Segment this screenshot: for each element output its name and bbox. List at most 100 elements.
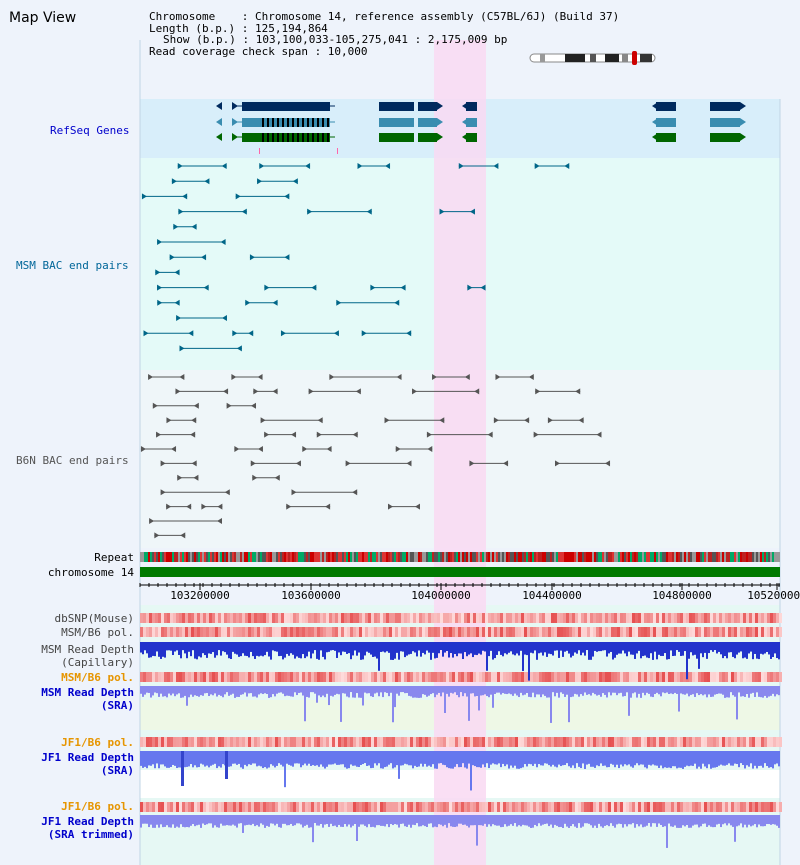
gene-feature[interactable] (379, 102, 414, 111)
jf1-depth-trim-bar (484, 815, 486, 824)
gene-feature[interactable] (656, 133, 676, 142)
jf1-depth-trim-bar (632, 815, 634, 824)
b6n-bac-end-pairs-label[interactable]: B6N BAC end pairs (16, 454, 129, 467)
gene-feature[interactable] (418, 102, 437, 111)
msm-depth-sra-bar (360, 686, 362, 698)
msm-b6-pol-heat (473, 627, 476, 637)
msm-b6-pol-heat (509, 627, 512, 637)
msm-depth-sra-bar (330, 686, 332, 696)
repeat-element (440, 552, 442, 562)
jf1-b6-pol-heat (338, 737, 341, 747)
gene-feature[interactable] (466, 102, 477, 111)
jf1-b6-pol-heat-2 (173, 802, 176, 812)
jf1-depth-sra-bar (582, 751, 584, 764)
gene-feature[interactable] (466, 118, 477, 127)
msm-bac-end-pairs-label[interactable]: MSM BAC end pairs (16, 259, 129, 272)
jf1-depth-sra-bar (352, 751, 354, 766)
jf1-depth-trim-bar (688, 815, 690, 828)
msm-depth-capillary-bar (562, 642, 564, 657)
gene-feature[interactable] (656, 118, 676, 127)
msm-depth-capillary-bar (574, 642, 576, 653)
msm-b6-pol-heat-2 (326, 672, 329, 682)
jf1-depth-trim-bar (772, 815, 774, 825)
jf1-b6-pol-heat (239, 737, 242, 747)
msm-b6-pol-heat (206, 627, 209, 637)
msm-depth-capillary-bar (564, 642, 566, 652)
msm-b6-pol-heat (593, 627, 596, 637)
msm-b6-pol-heat (626, 627, 629, 637)
repeat-element (696, 552, 698, 562)
dbsnp-label[interactable]: dbSNP(Mouse) (54, 612, 134, 625)
gene-feature[interactable] (656, 102, 676, 111)
msm-depth-sra-bar (332, 686, 334, 697)
jf1-b6-pol-heat-2 (749, 802, 752, 812)
msm-b6-pol-label-1[interactable]: MSM/B6 pol. (61, 626, 134, 639)
jf1-b6-pol-heat (380, 737, 383, 747)
jf1-b6-pol-heat (704, 737, 707, 747)
jf1-depth-sra-bar (388, 751, 390, 765)
jf1-b6-pol-heat (632, 737, 635, 747)
gene-feature[interactable] (379, 133, 414, 142)
dbsnp-heat (308, 613, 311, 623)
msm-depth-sra-bar (736, 686, 738, 720)
ideogram-position-marker[interactable] (632, 51, 637, 65)
gene-feature[interactable] (466, 133, 477, 142)
gene-feature[interactable] (710, 118, 740, 127)
jf1-read-depth-trimmed-label[interactable]: JF1 Read Depth (SRA trimmed) (41, 815, 134, 841)
repeat-element (244, 552, 246, 562)
msm-depth-capillary-bar (500, 642, 502, 655)
gene-feature[interactable] (379, 118, 414, 127)
msm-depth-capillary-bar (650, 642, 652, 654)
jf1-depth-sra-bar (372, 751, 374, 768)
msm-depth-capillary-bar (764, 642, 766, 654)
jf1-b6-pol-heat (530, 737, 533, 747)
jf1-b6-pol-label-1[interactable]: JF1/B6 pol. (61, 736, 134, 749)
msm-depth-capillary-bar (310, 642, 312, 659)
chromosome-bar[interactable] (140, 567, 780, 577)
jf1-depth-sra-bar (338, 751, 340, 765)
msm-b6-pol-heat (617, 627, 620, 637)
jf1-b6-pol-label-2[interactable]: JF1/B6 pol. (61, 800, 134, 813)
msm-b6-pol-heat (521, 627, 524, 637)
msm-b6-pol-heat-2 (536, 672, 539, 682)
jf1-depth-sra-bar (264, 751, 266, 768)
repeat-element (714, 552, 716, 562)
repeat-element (588, 552, 590, 562)
repeat-element (376, 552, 378, 562)
gene-strand-arrow (437, 133, 443, 141)
repeat-element (430, 552, 432, 562)
jf1-read-depth-sra-label[interactable]: JF1 Read Depth (SRA) (41, 751, 134, 777)
dbsnp-heat (362, 613, 365, 623)
refseq-genes-label[interactable]: RefSeq Genes (50, 124, 130, 137)
dbsnp-heat (551, 613, 554, 623)
gene-feature[interactable] (418, 133, 437, 142)
repeat-element (450, 552, 452, 562)
msm-depth-capillary-bar (502, 642, 504, 657)
msm-depth-sra-bar (760, 686, 762, 698)
repeat-element (192, 552, 194, 562)
msm-depth-sra-bar (452, 686, 454, 694)
dbsnp-heat (182, 613, 185, 623)
dbsnp-heat (176, 613, 179, 623)
jf1-b6-pol-heat (434, 737, 437, 747)
msm-depth-sra-bar (154, 686, 156, 693)
msm-read-depth-capillary-label[interactable]: MSM Read Depth (Capillary) (41, 643, 134, 669)
exon-tick (272, 118, 274, 127)
selected-region-highlight[interactable] (434, 40, 486, 865)
exon-tick (282, 133, 284, 142)
msm-b6-pol-heat (413, 627, 416, 637)
msm-read-depth-sra-label[interactable]: MSM Read Depth (SRA) (41, 686, 134, 712)
gene-feature[interactable] (418, 118, 437, 127)
msm-depth-sra-bar (152, 686, 154, 696)
msm-b6-pol-label-2[interactable]: MSM/B6 pol. (61, 671, 134, 684)
dbsnp-heat (719, 613, 722, 623)
msm-depth-sra-bar (146, 686, 148, 693)
jf1-b6-pol-heat-2 (725, 802, 728, 812)
gene-feature[interactable] (710, 102, 740, 111)
repeat-element (712, 552, 714, 562)
msm-depth-capillary-bar (490, 642, 492, 651)
repeat-element (252, 552, 254, 562)
msm-depth-sra-bar (352, 686, 354, 698)
gene-feature[interactable] (710, 133, 740, 142)
